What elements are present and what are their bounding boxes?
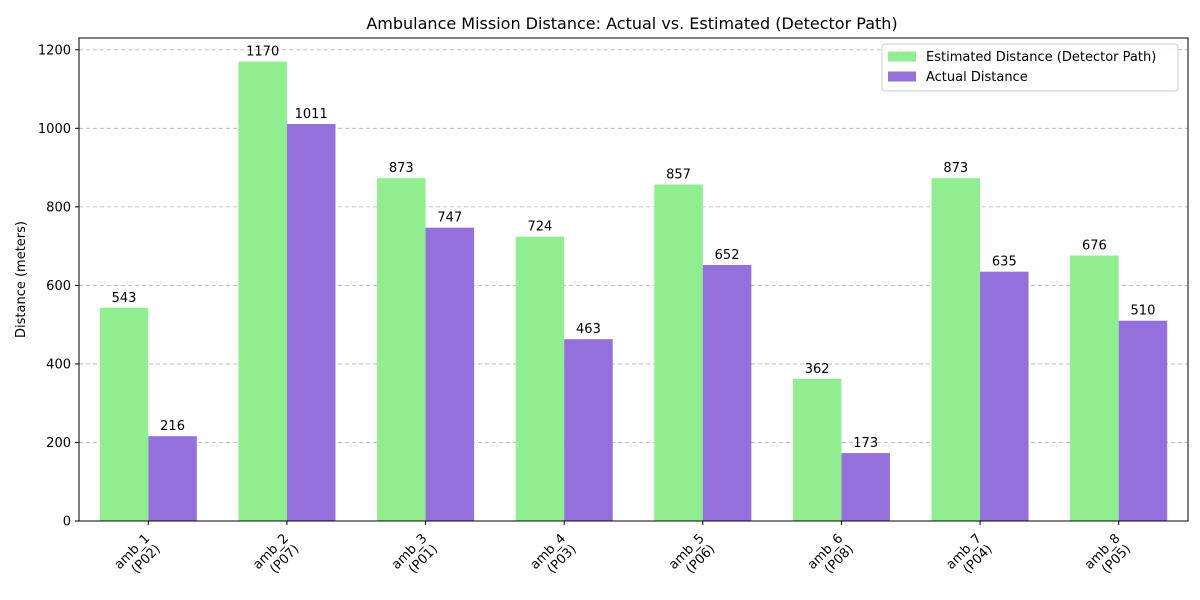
legend-swatch: [888, 71, 916, 82]
y-axis-label: Distance (meters): [14, 221, 29, 338]
y-tick-label: 1200: [38, 43, 71, 58]
legend-box: [881, 43, 1179, 92]
y-tick-label: 800: [46, 200, 71, 215]
bar-actual: [564, 339, 613, 521]
bar-estimated: [377, 178, 426, 521]
x-tick-label: amb_2(P07): [250, 531, 302, 583]
bar-value-label: 1170: [246, 45, 279, 60]
legend-label: Actual Distance: [926, 70, 1028, 85]
y-tick-label: 1000: [38, 122, 71, 137]
bar-actual: [1118, 320, 1168, 521]
chart-title: Ambulance Mission Distance: Actual vs. E…: [366, 14, 897, 33]
bar-actual: [702, 264, 752, 521]
legend-label: Estimated Distance (Detector Path): [926, 50, 1156, 65]
bar-actual: [980, 271, 1029, 521]
y-tick-label: 0: [63, 515, 71, 530]
bar-estimated: [238, 61, 287, 521]
bar-value-label: 173: [853, 436, 878, 451]
bar-estimated: [1070, 255, 1119, 522]
bar-estimated: [654, 184, 703, 521]
y-tick-label: 400: [46, 357, 71, 372]
bar-estimated: [515, 236, 565, 521]
x-tick-label: amb_8(P05): [1082, 531, 1134, 583]
x-tick-label: amb_1(P02): [112, 531, 164, 583]
bar-value-label: 635: [992, 255, 1017, 270]
bar-estimated: [931, 178, 981, 521]
bar-estimated: [792, 378, 842, 521]
x-tick-label: amb_6(P08): [805, 531, 857, 583]
bar-value-label: 362: [805, 362, 830, 377]
bar-value-label: 747: [437, 211, 462, 226]
bar-actual: [148, 436, 197, 521]
x-axis: amb_1(P02) amb_2(P07) amb_3(P01) amb_4(P03)…: [112, 521, 1134, 583]
bar-value-label: 873: [389, 161, 414, 176]
bar-value-label: 510: [1131, 304, 1156, 319]
bar-actual: [286, 123, 336, 521]
x-tick-label: amb_3(P01): [389, 531, 441, 583]
bar-value-label: 216: [160, 419, 185, 434]
y-tick-label: 600: [46, 279, 71, 294]
bar-value-label: 652: [715, 248, 740, 263]
bar-value-label: 463: [576, 322, 601, 337]
bar-estimated: [99, 307, 149, 521]
y-tick-label: 200: [46, 436, 71, 451]
bar-value-label: 543: [112, 291, 137, 306]
x-tick-label: amb_4(P03): [528, 531, 580, 583]
legend: Estimated Distance (Detector Path) Actual…: [881, 43, 1179, 92]
y-axis: 0 200 400 600 800 1000 1200: [38, 43, 79, 530]
x-tick-label: amb_7(P04): [943, 531, 995, 583]
bar-actual: [425, 227, 475, 522]
x-tick-label: amb_5(P06): [666, 531, 718, 583]
bar-value-label: 676: [1082, 239, 1107, 254]
bar-value-label: 1011: [295, 107, 328, 122]
bar-value-label: 724: [528, 220, 553, 235]
plot-frame: [78, 37, 1189, 522]
legend-swatch: [888, 51, 916, 62]
bar-value-labels: 543 1170 873 724 857 362 873 676 216 1011 747 463 65…: [112, 45, 1156, 452]
bar-actual: [841, 453, 890, 521]
bar-value-label: 873: [943, 161, 968, 176]
bars: [99, 61, 1168, 522]
bar-value-label: 857: [666, 167, 691, 182]
